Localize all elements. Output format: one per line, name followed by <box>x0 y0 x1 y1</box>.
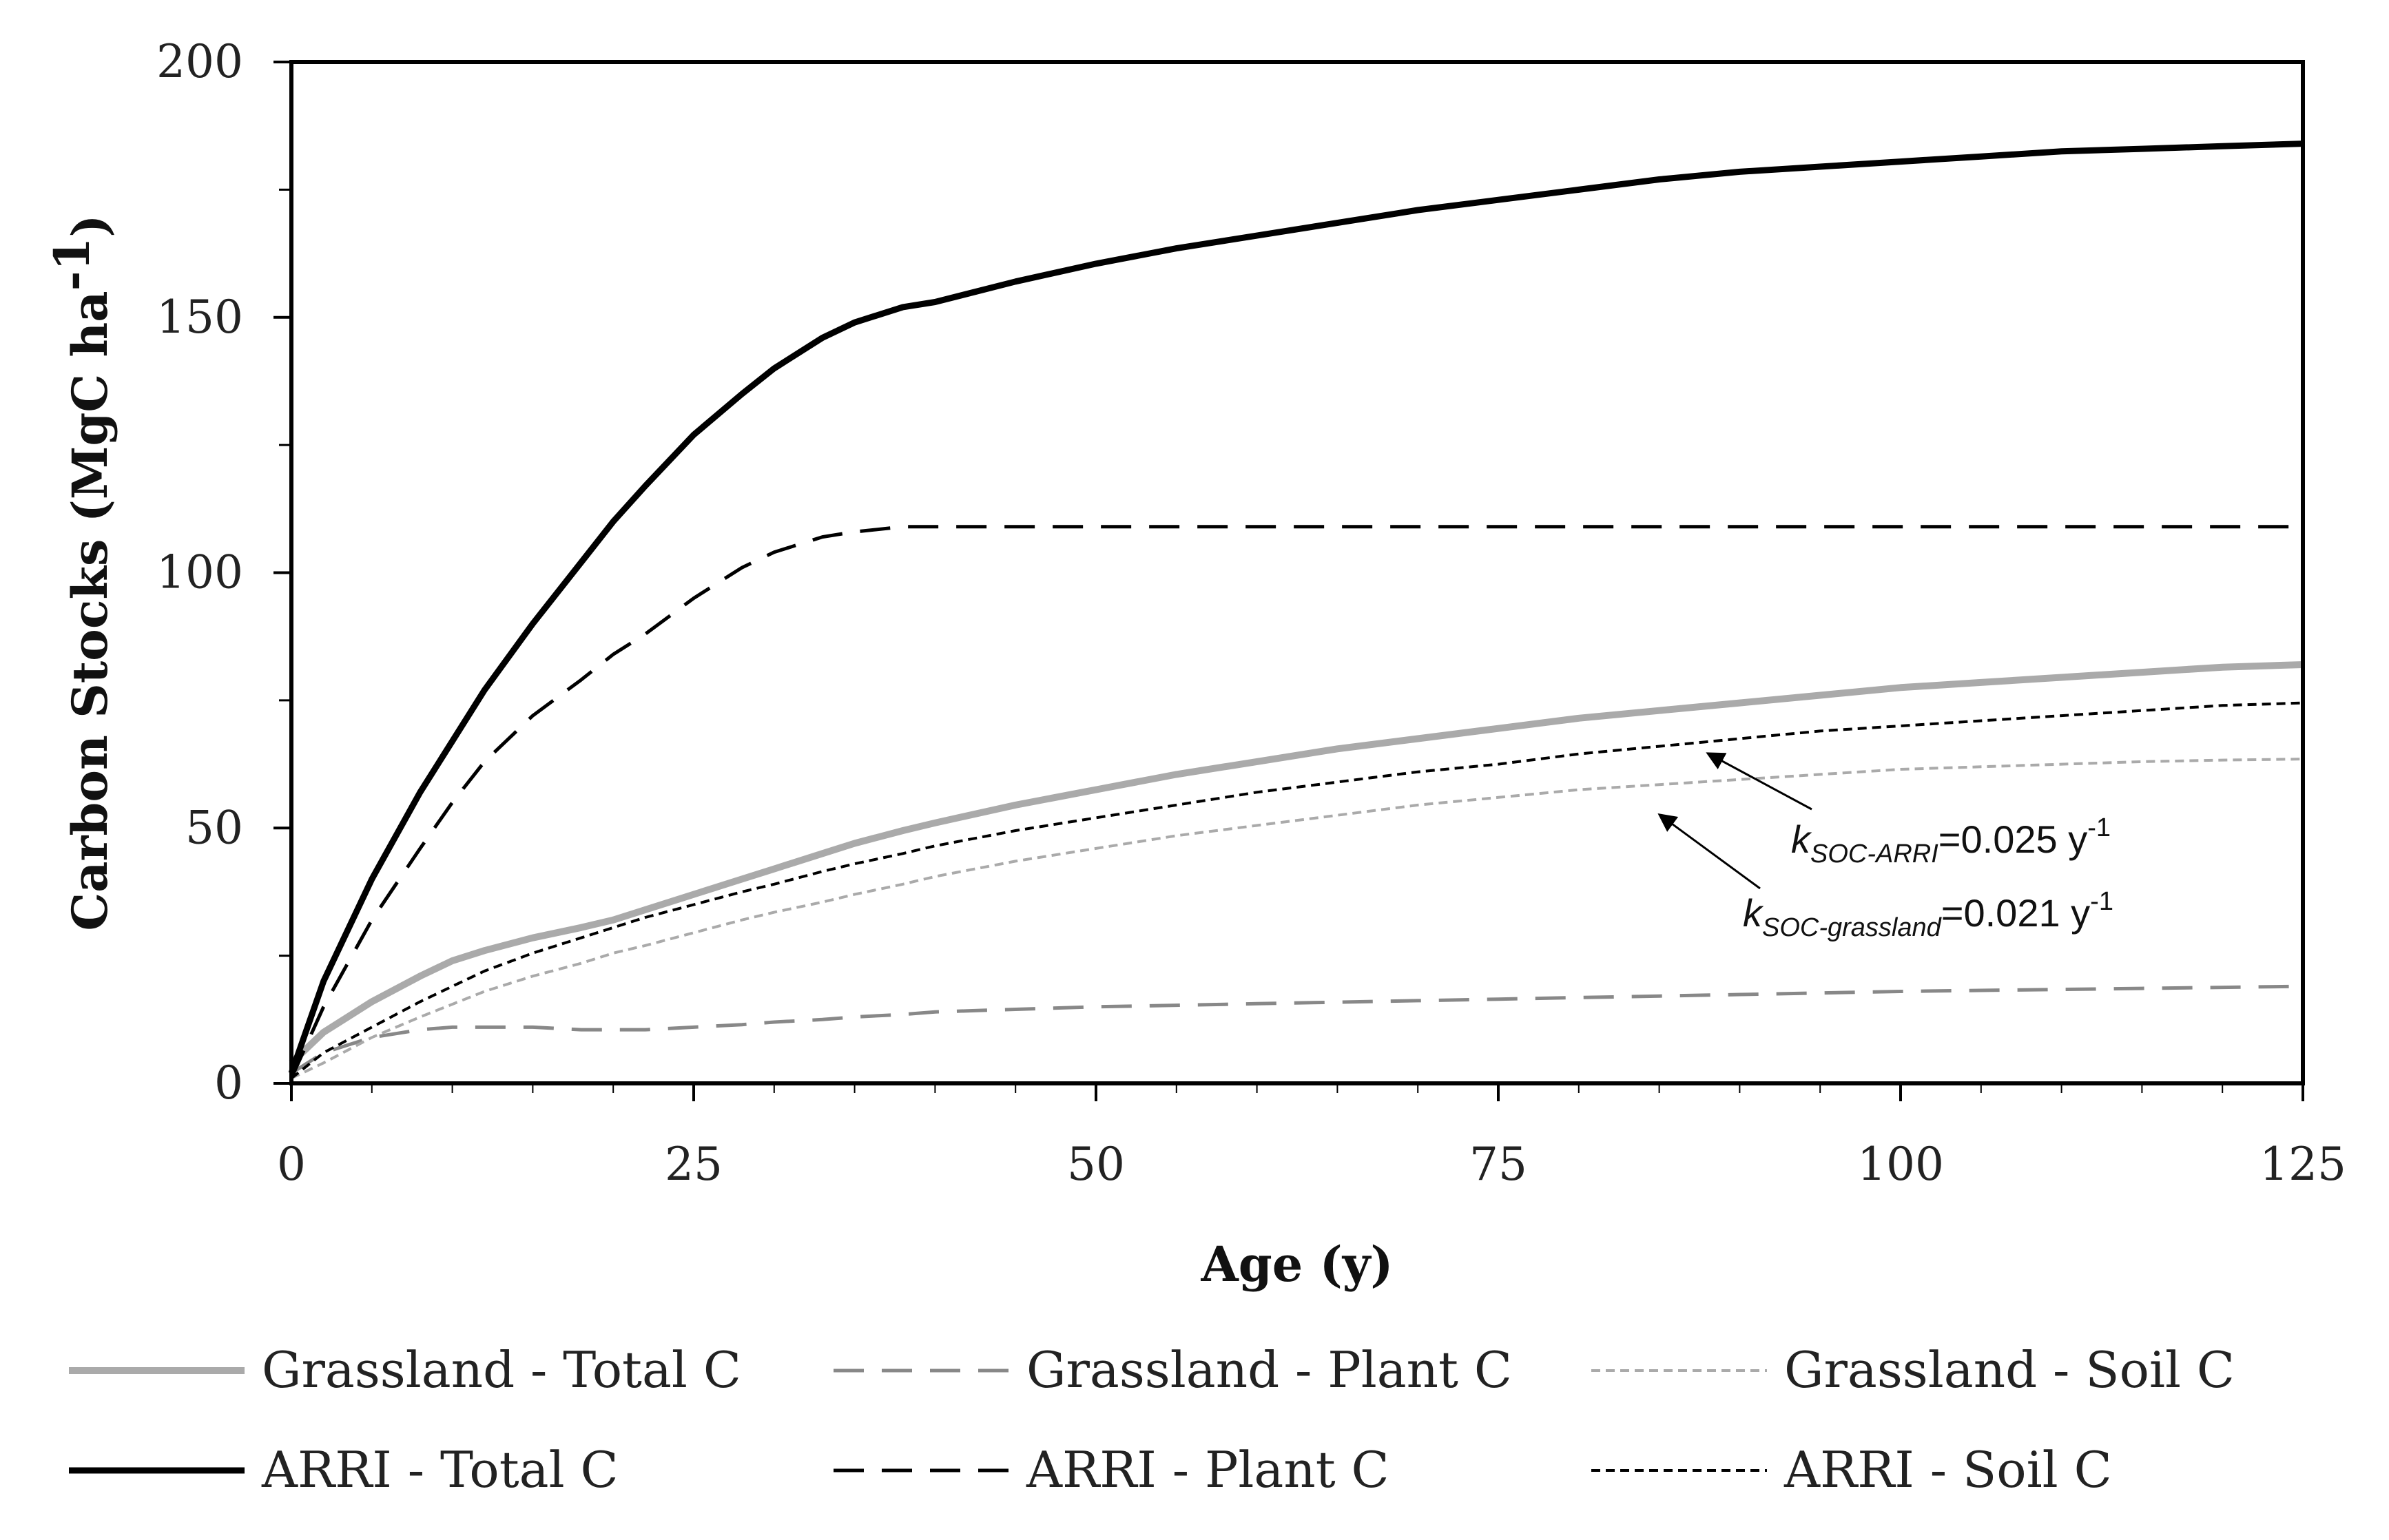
annotation-arrow <box>1657 813 1761 890</box>
y-tick-label: 50 <box>185 801 243 854</box>
x-tick-label: 125 <box>2259 1138 2346 1191</box>
y-axis-title-sup: -1 <box>43 238 101 291</box>
annotation-arrow <box>1706 752 1812 811</box>
legend-label: ARRI - Plant C <box>1026 1441 1389 1499</box>
series-line-0 <box>289 661 2304 1065</box>
x-tick-label: 25 <box>665 1138 723 1191</box>
legend-label: Grassland - Plant C <box>1026 1341 1512 1399</box>
series-line-3 <box>288 141 2304 1074</box>
y-tick-label: 0 <box>214 1057 243 1110</box>
x-tick-label: 50 <box>1067 1138 1125 1191</box>
legend-label: ARRI - Total C <box>261 1441 619 1499</box>
annotation-text: kSOC-ARRI=0.025 y-1 <box>1791 813 2111 868</box>
legend: Grassland - Total C Grassland - Plant C Gr… <box>69 1341 2235 1499</box>
legend-label: Grassland - Total C <box>262 1341 741 1399</box>
y-axis-title-main: Carbon Stocks (MgC ha <box>61 291 118 930</box>
y-axis-title-close: ) <box>61 214 118 237</box>
x-tick-label: 0 <box>277 1138 306 1191</box>
x-tick-label: 75 <box>1469 1138 1527 1191</box>
y-tick-label: 150 <box>156 291 243 344</box>
series-line-1 <box>290 984 2304 1075</box>
annotation-text: kSOC-grassland=0.021 y-1 <box>1743 887 2113 942</box>
y-axis-title: Carbon Stocks (MgC ha-1) <box>43 214 118 930</box>
legend-label: Grassland - Soil C <box>1784 1341 2235 1399</box>
tick-layer: 0 50 100 150 200 0 25 50 75 100 125 <box>156 35 2346 1191</box>
series-line-5 <box>290 701 2304 1080</box>
y-tick-label: 100 <box>156 546 243 599</box>
series-layer <box>288 141 2304 1080</box>
y-tick-label: 200 <box>156 35 243 88</box>
annotation-layer: kSOC-ARRI=0.025 y-1 kSOC-grassland=0.021 … <box>1657 752 2113 942</box>
series-line-4 <box>289 525 2303 1079</box>
x-axis-title: Age (y) <box>1200 1236 1393 1293</box>
series-line-2 <box>291 758 2304 1080</box>
legend-label: ARRI - Soil C <box>1783 1441 2112 1499</box>
x-tick-label: 100 <box>1857 1138 1944 1191</box>
